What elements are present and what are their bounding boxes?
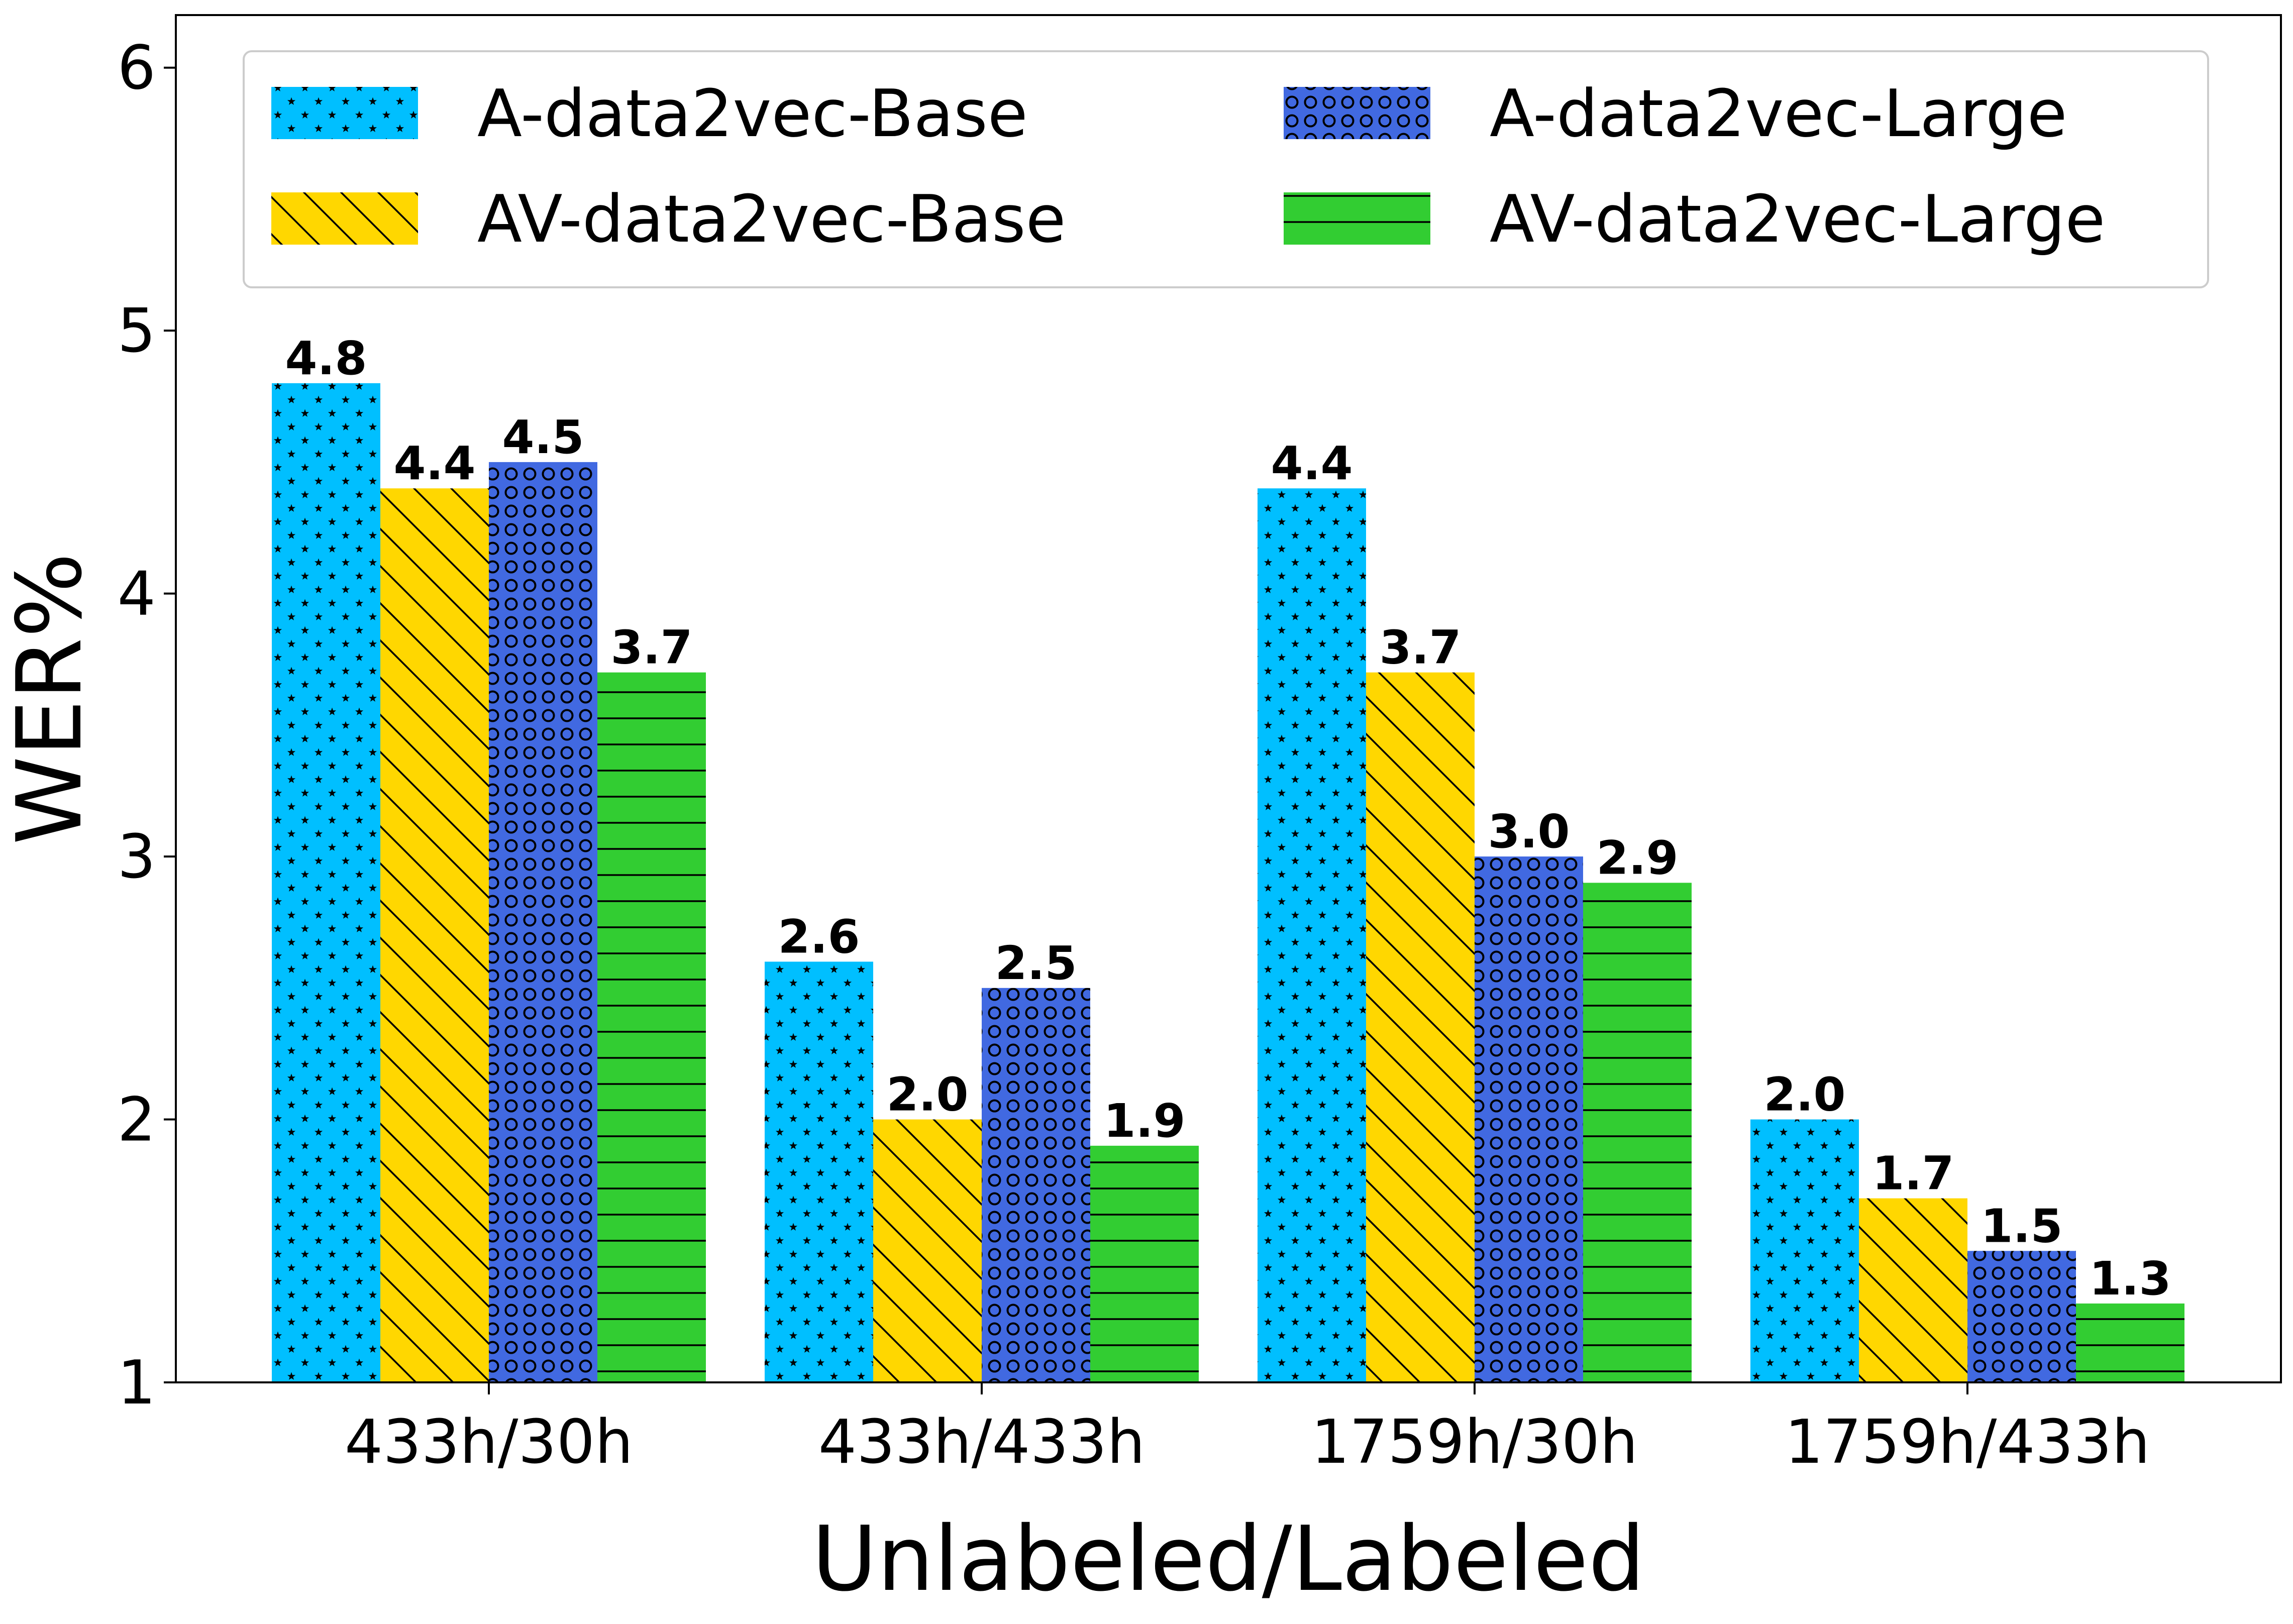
data-label: 4.5 <box>502 410 584 464</box>
data-label: 4.8 <box>285 332 367 385</box>
data-label: 2.9 <box>1597 831 1679 885</box>
bar-a-data2vec-base-2 <box>765 961 873 1382</box>
bar-a-data2vec-large-1 <box>489 462 597 1382</box>
data-label: 3.7 <box>1380 621 1462 675</box>
plot-frame <box>175 14 2282 1383</box>
data-label: 2.6 <box>778 910 860 963</box>
legend-label: AV-data2vec-Base <box>477 181 1066 257</box>
y-tick-label: 2 <box>118 1086 156 1155</box>
bar-av-data2vec-large-3 <box>1583 883 1692 1382</box>
bar-a-data2vec-large-4 <box>1967 1251 2076 1382</box>
legend-label: A-data2vec-Base <box>477 75 1028 152</box>
x-tick-label: 1759h/30h <box>1311 1408 1638 1477</box>
x-tick-label: 1759h/433h <box>1785 1408 2150 1477</box>
y-tick-label: 6 <box>118 34 156 103</box>
y-tick-label: 1 <box>118 1348 156 1418</box>
legend-swatch <box>1284 192 1430 245</box>
data-label: 3.0 <box>1488 805 1570 858</box>
x-tick-label: 433h/433h <box>818 1408 1145 1477</box>
y-tick-label: 5 <box>118 296 156 366</box>
data-label: 1.7 <box>1872 1147 1954 1201</box>
y-tick-label: 4 <box>118 560 156 629</box>
x-tick-label: 433h/30h <box>345 1408 633 1477</box>
bar-av-data2vec-large-2 <box>1090 1145 1199 1382</box>
data-label: 1.5 <box>1981 1199 2063 1253</box>
bar-av-data2vec-large-1 <box>597 672 706 1382</box>
bar-av-data2vec-base-1 <box>380 488 489 1383</box>
legend-label: AV-data2vec-Large <box>1490 181 2105 257</box>
legend-label: A-data2vec-Large <box>1490 75 2067 152</box>
x-axis-title: Unlabeled/Labeled <box>812 1507 1645 1611</box>
bar-a-data2vec-base-1 <box>272 383 380 1382</box>
data-label: 4.4 <box>1271 437 1353 490</box>
y-axis-title: WER% <box>0 553 101 844</box>
bar-a-data2vec-large-2 <box>982 988 1090 1382</box>
data-label: 1.3 <box>2090 1252 2171 1306</box>
legend-swatch <box>271 87 418 139</box>
legend-swatch <box>1284 87 1430 139</box>
legend: A-data2vec-Base AV-data2vec-Base A-data2ve… <box>243 50 2209 288</box>
legend-frame <box>243 50 2209 288</box>
bar-av-data2vec-base-3 <box>1366 672 1475 1382</box>
bar-a-data2vec-large-3 <box>1475 856 1583 1382</box>
data-label: 2.5 <box>995 936 1077 990</box>
bar-a-data2vec-base-4 <box>1750 1119 1859 1382</box>
bar-av-data2vec-base-2 <box>873 1119 982 1382</box>
data-label: 2.0 <box>1764 1068 1846 1122</box>
bar-av-data2vec-large-4 <box>2076 1303 2184 1382</box>
bar-av-data2vec-base-4 <box>1859 1198 1967 1382</box>
data-label: 3.7 <box>611 621 693 675</box>
y-tick-label: 3 <box>118 822 156 892</box>
data-label: 4.4 <box>394 437 476 490</box>
data-label: 2.0 <box>887 1068 969 1122</box>
bar-a-data2vec-base-3 <box>1258 488 1366 1383</box>
data-label: 1.9 <box>1104 1094 1186 1148</box>
legend-swatch <box>271 192 418 245</box>
